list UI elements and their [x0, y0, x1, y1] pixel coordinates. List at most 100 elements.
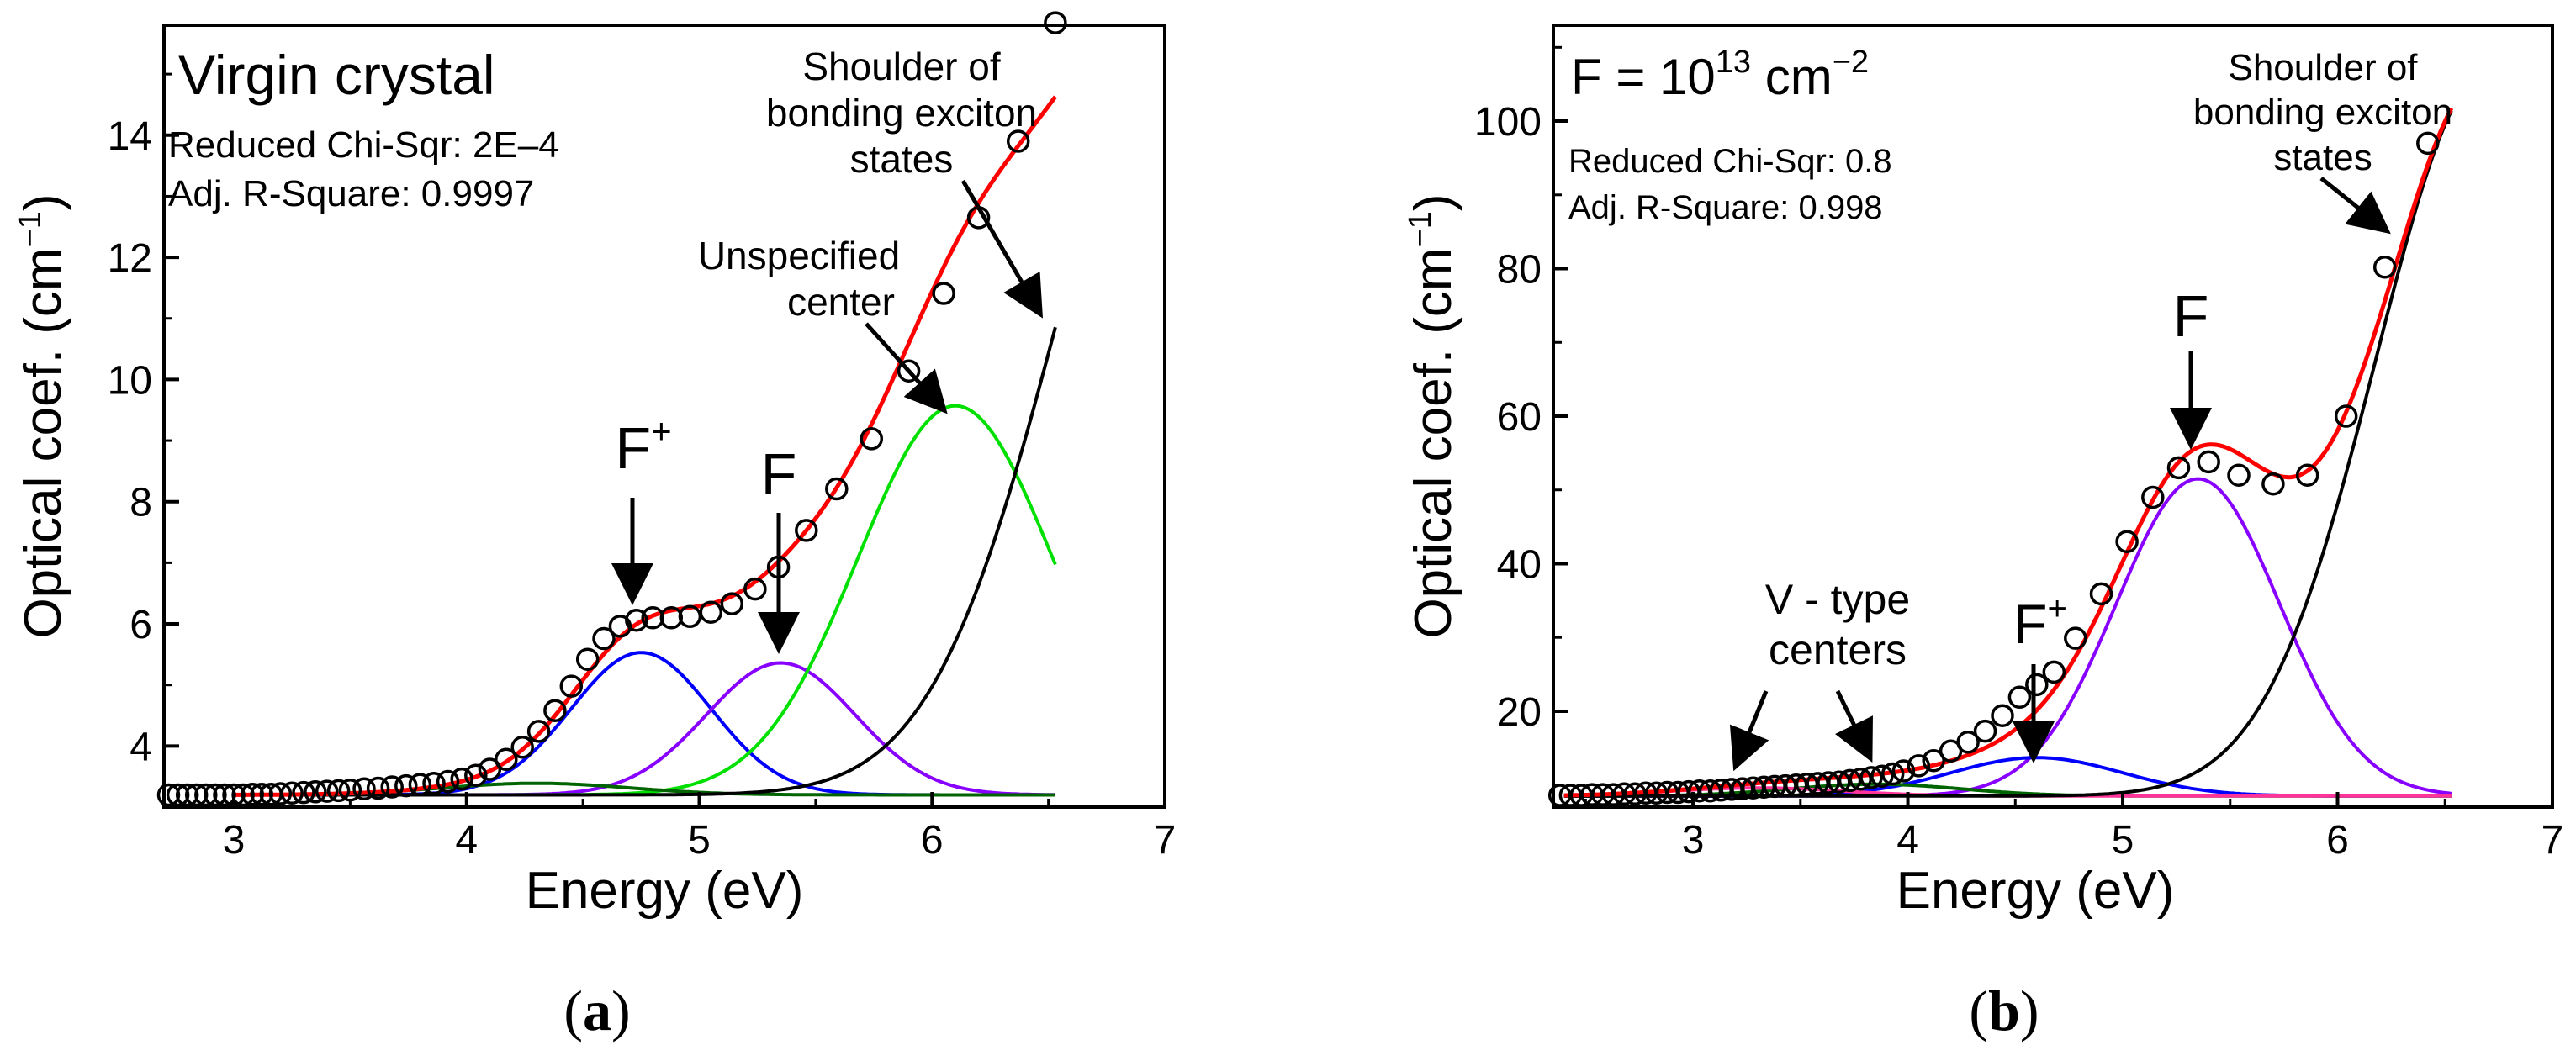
annotation-shoulder-a-line1: Shoulder of	[802, 45, 1000, 88]
component-curve-a-0	[234, 651, 1055, 797]
y-tick-label-a: 10	[108, 358, 152, 403]
data-point-a	[315, 779, 339, 803]
data-point-b	[2064, 626, 2087, 650]
chart-title-b-unit-exp: −2	[1833, 45, 1869, 80]
y-tick-label-a: 6	[130, 603, 152, 647]
data-point-a	[304, 780, 327, 804]
x-tick-label-a: 7	[1154, 818, 1177, 863]
data-point-a	[175, 783, 199, 807]
data-point-a	[678, 604, 702, 629]
data-point-a	[659, 606, 684, 630]
data-point-a	[292, 780, 315, 805]
data-point-a	[326, 779, 351, 803]
annotation-vtype-b: V - type centers	[1729, 576, 1910, 772]
x-tick-label-a: 3	[223, 818, 246, 863]
data-point-b	[2416, 131, 2440, 156]
data-point-a	[280, 781, 304, 805]
data-point-b	[2007, 685, 2032, 710]
data-point-b	[2166, 456, 2191, 480]
data-point-b	[1973, 719, 1997, 743]
annotation-vtype-b-line2: centers	[1769, 626, 1907, 673]
data-point-a	[1044, 11, 1067, 34]
data-point-b	[2261, 472, 2285, 496]
data-point-b	[1817, 771, 1840, 794]
annotation-shoulder-b-line1: Shoulder of	[2228, 47, 2418, 88]
data-point-a	[408, 773, 432, 796]
data-point-b	[1870, 764, 1894, 788]
x-tick-label-b: 5	[2112, 818, 2134, 863]
data-point-b	[2089, 582, 2113, 606]
annotation-shoulder-b-line3: states	[2273, 137, 2372, 178]
svg-text:F+: F+	[2013, 590, 2067, 655]
axis-ticks-b: 3 4 5 6 7 20 40 60 80 100	[1474, 45, 2564, 863]
annotation-arrow-unspecified-a	[865, 322, 948, 414]
annotation-fplus-b-label: F	[2013, 593, 2047, 655]
y-tick-label-a: 14	[108, 114, 152, 159]
data-point-a	[592, 626, 616, 651]
data-point-a	[166, 783, 190, 807]
chart-title-b-exp: 13	[1716, 45, 1751, 80]
x-tick-label-b: 6	[2326, 818, 2349, 863]
data-point-a	[464, 763, 488, 787]
data-point-a	[543, 699, 567, 722]
y-tick-label-a: 8	[130, 481, 152, 525]
panel-label-b: (b)	[1969, 979, 2039, 1043]
annotation-f-b: F	[2170, 283, 2212, 450]
chart-title-a: Virgin crystal	[178, 44, 495, 106]
annotation-arrow-shoulder-a	[960, 179, 1044, 319]
data-point-a	[241, 782, 264, 806]
data-point-a	[250, 782, 273, 806]
data-point-b	[1838, 768, 1862, 793]
data-point-b	[1859, 766, 1883, 789]
component-curve-a-1	[234, 661, 1055, 797]
data-point-a	[436, 769, 460, 794]
fit-stat-r2-a: Adj. R-Square: 0.9997	[168, 173, 534, 214]
annotation-shoulder-a-line3: states	[850, 137, 954, 181]
data-point-a	[422, 771, 446, 795]
data-point-a	[495, 747, 518, 772]
annotation-f-a-label: F	[761, 441, 797, 507]
plot-area-b	[1547, 107, 2454, 807]
data-point-a	[699, 600, 723, 624]
data-point-a	[380, 775, 404, 799]
annotation-arrow-vtype-left-b	[1729, 690, 1769, 772]
y-tick-label-b: 80	[1497, 248, 1542, 293]
panel-label-a: (a)	[563, 979, 630, 1043]
data-point-b	[2372, 256, 2397, 279]
annotation-arrow-shoulder-b	[2319, 177, 2391, 235]
fit-stat-chi-b: Reduced Chi-Sqr: 0.8	[1568, 143, 1892, 180]
data-point-b	[2042, 660, 2066, 684]
y-axis-title-b: Optical coef. (cm−1)	[1403, 193, 1463, 638]
data-point-b	[1956, 731, 1980, 754]
annotation-unspecified-a-line1: Unspecified	[698, 234, 900, 277]
y-tick-label-a: 12	[108, 236, 152, 281]
plot-area-a	[156, 11, 1067, 807]
data-point-a	[352, 777, 376, 800]
cumulative-fit-curve-a	[234, 95, 1057, 797]
data-point-b	[2334, 404, 2358, 428]
data-point-a	[625, 608, 648, 632]
chart-panel-b: 3 4 5 6 7 20 40 60 80 100 Energy (eV) Optical coe…	[1403, 24, 2564, 1043]
component-curve-b-0	[1563, 477, 2452, 798]
data-point-b	[2115, 530, 2139, 553]
plot-frame-a	[162, 24, 1166, 809]
annotation-shoulder-a: Shoulder of bonding exciton states	[766, 45, 1044, 319]
annotation-shoulder-b-line2: bonding exciton	[2193, 92, 2452, 133]
data-point-b	[1880, 762, 1905, 786]
data-point-a	[366, 776, 390, 800]
panel-label-b-letter: b	[1988, 979, 2020, 1043]
annotation-f-b-label: F	[2173, 283, 2209, 349]
data-point-a	[268, 782, 293, 805]
annotation-unspecified-a: Unspecified center	[698, 234, 948, 414]
data-point-a	[720, 592, 744, 615]
x-tick-label-b: 7	[2542, 818, 2564, 863]
data-point-a	[825, 477, 849, 501]
chart-panel-a: 3 4 5 6 7 4 6 8 10 12 14 Energy (eV) Optical coef.…	[13, 11, 1177, 1043]
chart-title-b-base: F = 10	[1571, 49, 1716, 105]
x-tick-label-b: 3	[1682, 818, 1705, 863]
annotation-vtype-b-line1: V - type	[1765, 576, 1910, 623]
data-point-a	[478, 757, 502, 781]
data-point-b	[2025, 673, 2049, 697]
data-point-b	[2141, 485, 2165, 509]
